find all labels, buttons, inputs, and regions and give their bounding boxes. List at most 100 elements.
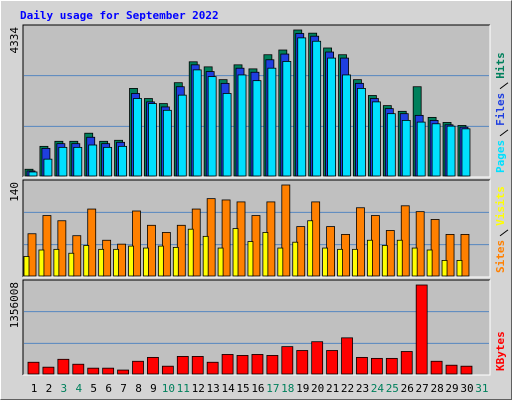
bar [401, 120, 411, 177]
chart-title: Daily usage for September 2022 [20, 9, 219, 22]
bar [83, 245, 90, 277]
bar [416, 121, 426, 177]
bar [42, 366, 55, 375]
panel-edge-dark [22, 279, 490, 375]
bar [103, 146, 113, 177]
x-tick-label: 24 [371, 382, 385, 395]
bar [445, 233, 455, 277]
legend-entry: KBytes [494, 331, 507, 371]
legend-entry: Sites [494, 240, 507, 273]
x-tick-label: 16 [251, 382, 264, 395]
x-tick-label: 22 [341, 382, 354, 395]
x-tick-label: 13 [207, 382, 220, 395]
x-tick-label: 26 [401, 382, 414, 395]
x-tick-label: 15 [236, 382, 249, 395]
bar [327, 57, 337, 177]
bar [251, 354, 264, 375]
bar [415, 284, 428, 375]
x-tick-label: 19 [296, 382, 309, 395]
bar [460, 233, 470, 277]
x-tick-label: 30 [460, 382, 473, 395]
bar [157, 245, 164, 277]
bar [322, 247, 329, 277]
legend-entry: Hits [494, 52, 507, 79]
bar [73, 146, 83, 177]
panel-edge-light [23, 25, 491, 178]
bar [385, 357, 398, 375]
bar [148, 103, 157, 177]
x-tick-label: 10 [162, 382, 175, 395]
bar [53, 248, 60, 277]
x-tick-label: 5 [90, 382, 97, 395]
bar [118, 145, 127, 177]
x-tick-label: 29 [445, 382, 458, 395]
bar [456, 259, 463, 277]
bar [411, 247, 418, 277]
panel-edge-dark [22, 179, 490, 277]
bar [281, 346, 294, 375]
bar [162, 109, 172, 177]
bar [113, 248, 119, 277]
bar [102, 367, 115, 375]
bar [128, 245, 134, 277]
bar [237, 74, 247, 177]
legend: Sites Visits [494, 186, 507, 273]
bar [23, 256, 30, 277]
bar [87, 367, 100, 375]
bar [207, 76, 217, 177]
bar [27, 233, 37, 277]
bar [357, 88, 366, 177]
bar [87, 208, 97, 277]
bar [415, 211, 425, 277]
bar [370, 357, 383, 375]
y-max-label: 4334 [8, 27, 21, 54]
bar [192, 69, 202, 177]
legend-entry: Visits [494, 186, 507, 226]
bar [27, 361, 40, 375]
bar [352, 248, 358, 277]
bar [98, 248, 105, 277]
x-tick-label: 6 [105, 382, 112, 395]
bar [38, 249, 45, 277]
bar [460, 365, 473, 375]
bar [341, 337, 353, 375]
bar [441, 259, 448, 277]
legend-separator [499, 129, 509, 137]
bar [202, 235, 209, 277]
bar [426, 249, 433, 277]
bar [366, 239, 373, 277]
y-max-label: 140 [8, 182, 21, 202]
x-tick-label: 7 [120, 382, 127, 395]
bar [446, 125, 456, 177]
legend: KBytes [494, 331, 507, 371]
x-tick-label: 28 [430, 382, 443, 395]
bar [143, 247, 149, 277]
bar [161, 365, 174, 375]
panel-edge-light [23, 280, 491, 376]
bar [191, 356, 204, 375]
x-tick-label: 20 [311, 382, 324, 395]
panel-edge-dark [22, 24, 490, 177]
bar [431, 123, 441, 177]
bar [133, 98, 142, 177]
bar [221, 354, 234, 375]
bar [28, 171, 38, 177]
bar [177, 94, 187, 177]
bar [72, 363, 85, 375]
bar [221, 199, 231, 277]
legend-separator [499, 82, 509, 90]
legend: Pages Files Hits [494, 52, 507, 173]
bar [222, 93, 232, 177]
bar [430, 219, 440, 277]
x-tick-label: 1 [31, 382, 38, 395]
bar [236, 355, 249, 375]
legend-entry: Files [494, 93, 507, 126]
x-tick-label: 4 [75, 382, 82, 395]
x-tick-label: 23 [356, 382, 369, 395]
bar [282, 61, 292, 177]
x-tick-label: 12 [192, 382, 205, 395]
legend-separator [499, 229, 509, 237]
legend-entry: Pages [494, 140, 507, 173]
